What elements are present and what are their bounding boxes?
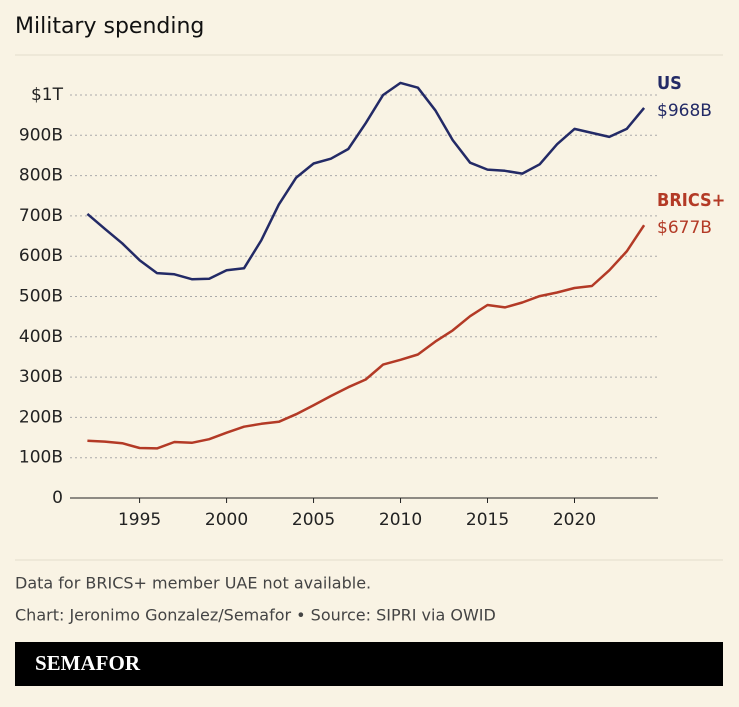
- y-tick-label: 400B: [19, 327, 63, 347]
- credit: Chart: Jeronimo Gonzalez/Semafor • Sourc…: [15, 606, 496, 625]
- note: Data for BRICS+ member UAE not available…: [15, 574, 371, 593]
- legend-label: US: [657, 73, 682, 94]
- chart-title: Military spending: [15, 14, 204, 39]
- series-line: [86, 81, 646, 281]
- x-tick-label: 2010: [379, 510, 422, 530]
- x-tick-label: 1995: [118, 510, 161, 530]
- y-tick-label: $1T: [31, 85, 64, 105]
- y-tick-label: 300B: [19, 367, 63, 387]
- y-tick-label: 500B: [19, 287, 63, 307]
- y-tick-label: 200B: [19, 407, 63, 427]
- y-tick-label: 100B: [19, 448, 63, 468]
- x-tick-label: 2000: [205, 510, 248, 530]
- y-tick-label: 700B: [19, 206, 63, 226]
- y-tick-label: 800B: [19, 166, 63, 186]
- data-label: $968B: [657, 101, 712, 121]
- data-label: $677B: [657, 218, 712, 238]
- legend-label: BRICS+: [657, 190, 725, 211]
- x-tick-label: 2005: [292, 510, 335, 530]
- y-tick-label: 0: [52, 488, 63, 508]
- y-tick-label: 900B: [19, 125, 63, 145]
- brand-bar: [15, 642, 723, 686]
- x-tick-label: 2015: [466, 510, 509, 530]
- series-line: [87, 224, 646, 450]
- x-tick-label: 2020: [553, 510, 596, 530]
- brand: SEMAFOR: [35, 651, 141, 675]
- y-tick-label: 600B: [19, 246, 63, 266]
